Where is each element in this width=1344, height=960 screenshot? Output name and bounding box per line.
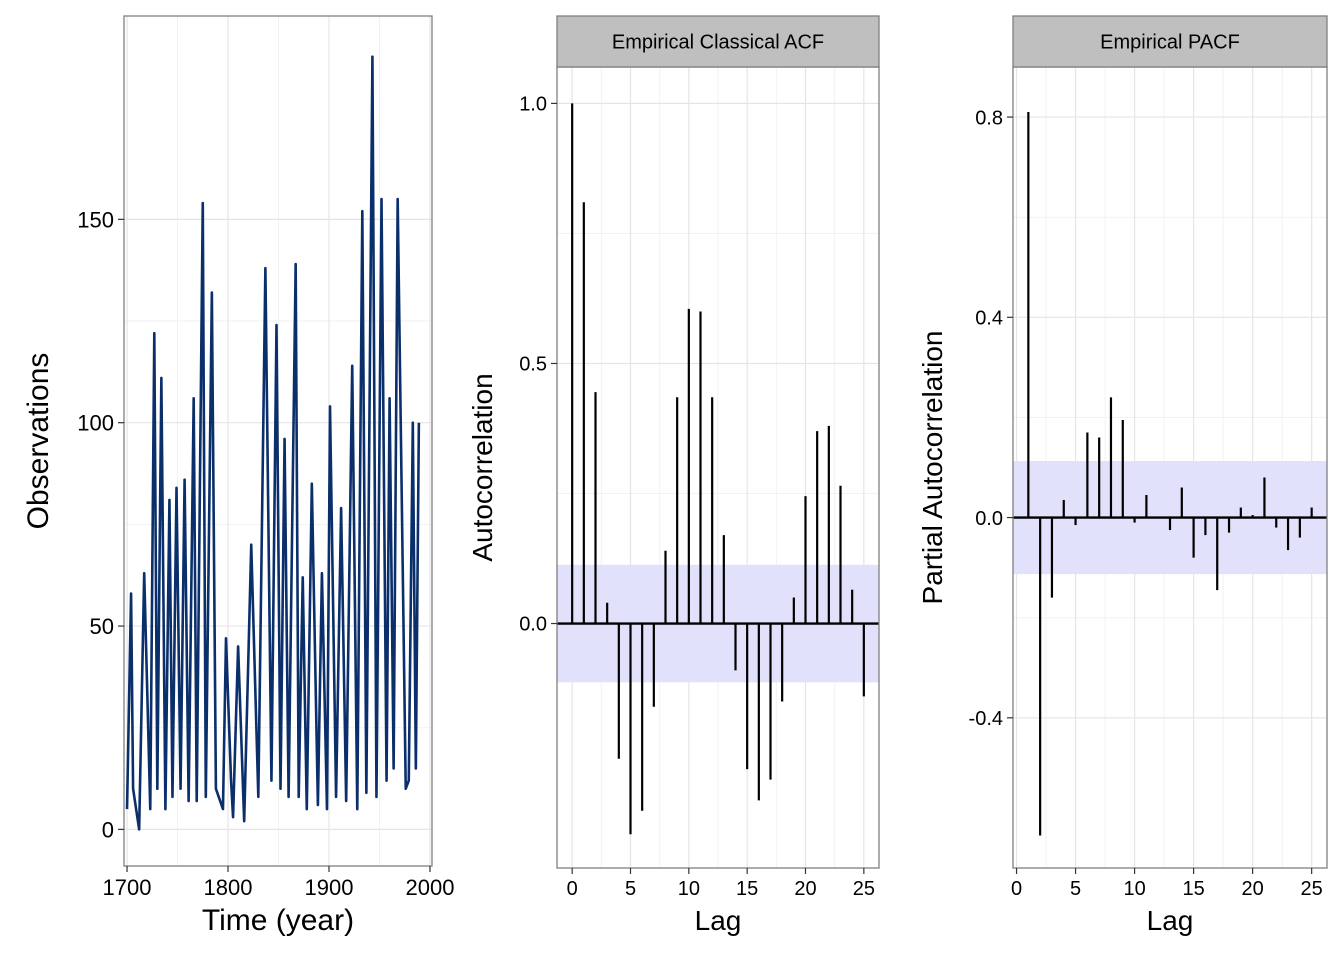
panel-border xyxy=(123,15,433,867)
x-axis-label: Lag xyxy=(1147,905,1194,936)
y-tick-label: 0.4 xyxy=(975,308,1003,330)
x-tick-label: 5 xyxy=(625,878,636,900)
x-tick-label: 1800 xyxy=(204,875,253,900)
y-tick-label: 150 xyxy=(77,207,114,232)
y-tick-label: 100 xyxy=(77,411,114,436)
x-tick-label: 10 xyxy=(678,878,700,900)
x-tick-label: 20 xyxy=(1242,878,1264,900)
x-tick-label: 0 xyxy=(567,878,578,900)
panel-1: 1700 1800 1900 2000 0 50 100 150 Time (year) Obse… xyxy=(22,15,455,937)
x-tick-label: 15 xyxy=(1182,878,1204,900)
y-tick-label: 0.0 xyxy=(519,614,547,636)
strip-title: Empirical Classical ACF xyxy=(612,32,824,54)
panel-2: Empirical Classical ACF 0 5 10 15 20 25 0.0 0.5 1… xyxy=(467,15,880,936)
plot-area xyxy=(557,103,879,835)
plot-area xyxy=(1013,112,1327,836)
plot-area xyxy=(125,55,421,831)
y-tick-label: 0.5 xyxy=(519,354,547,376)
y-tick-label: 0.0 xyxy=(975,508,1003,530)
panel-3: Empirical PACF 0 5 10 15 20 25 -0.4 0.0 0.4 0.8 Lag… xyxy=(917,15,1328,936)
x-tick-label: 25 xyxy=(853,878,875,900)
x-tick-label: 5 xyxy=(1070,878,1081,900)
y-tick-label: 1.0 xyxy=(519,94,547,116)
y-tick-label: 50 xyxy=(90,614,114,639)
x-tick-label: 2000 xyxy=(406,875,455,900)
y-axis-label: Observations xyxy=(22,353,55,530)
x-tick-label: 1900 xyxy=(305,875,354,900)
strip-background xyxy=(1012,15,1328,68)
series-line xyxy=(125,55,421,831)
x-axis-label: Lag xyxy=(695,905,742,936)
x-tick-label: 20 xyxy=(794,878,816,900)
strip-title: Empirical PACF xyxy=(1100,32,1240,54)
x-tick-label: 15 xyxy=(736,878,758,900)
y-tick-label: 0.8 xyxy=(975,107,1003,129)
x-tick-label: 25 xyxy=(1301,878,1323,900)
x-tick-label: 10 xyxy=(1123,878,1145,900)
y-tick-label: 0 xyxy=(102,817,114,842)
y-axis-label: Partial Autocorrelation xyxy=(917,331,948,605)
x-tick-label: 1700 xyxy=(103,875,152,900)
x-axis-label: Time (year) xyxy=(202,904,354,937)
strip-background xyxy=(556,15,880,68)
y-tick-label: -0.4 xyxy=(969,708,1003,730)
x-tick-label: 0 xyxy=(1011,878,1022,900)
y-axis-label: Autocorrelation xyxy=(467,373,498,561)
